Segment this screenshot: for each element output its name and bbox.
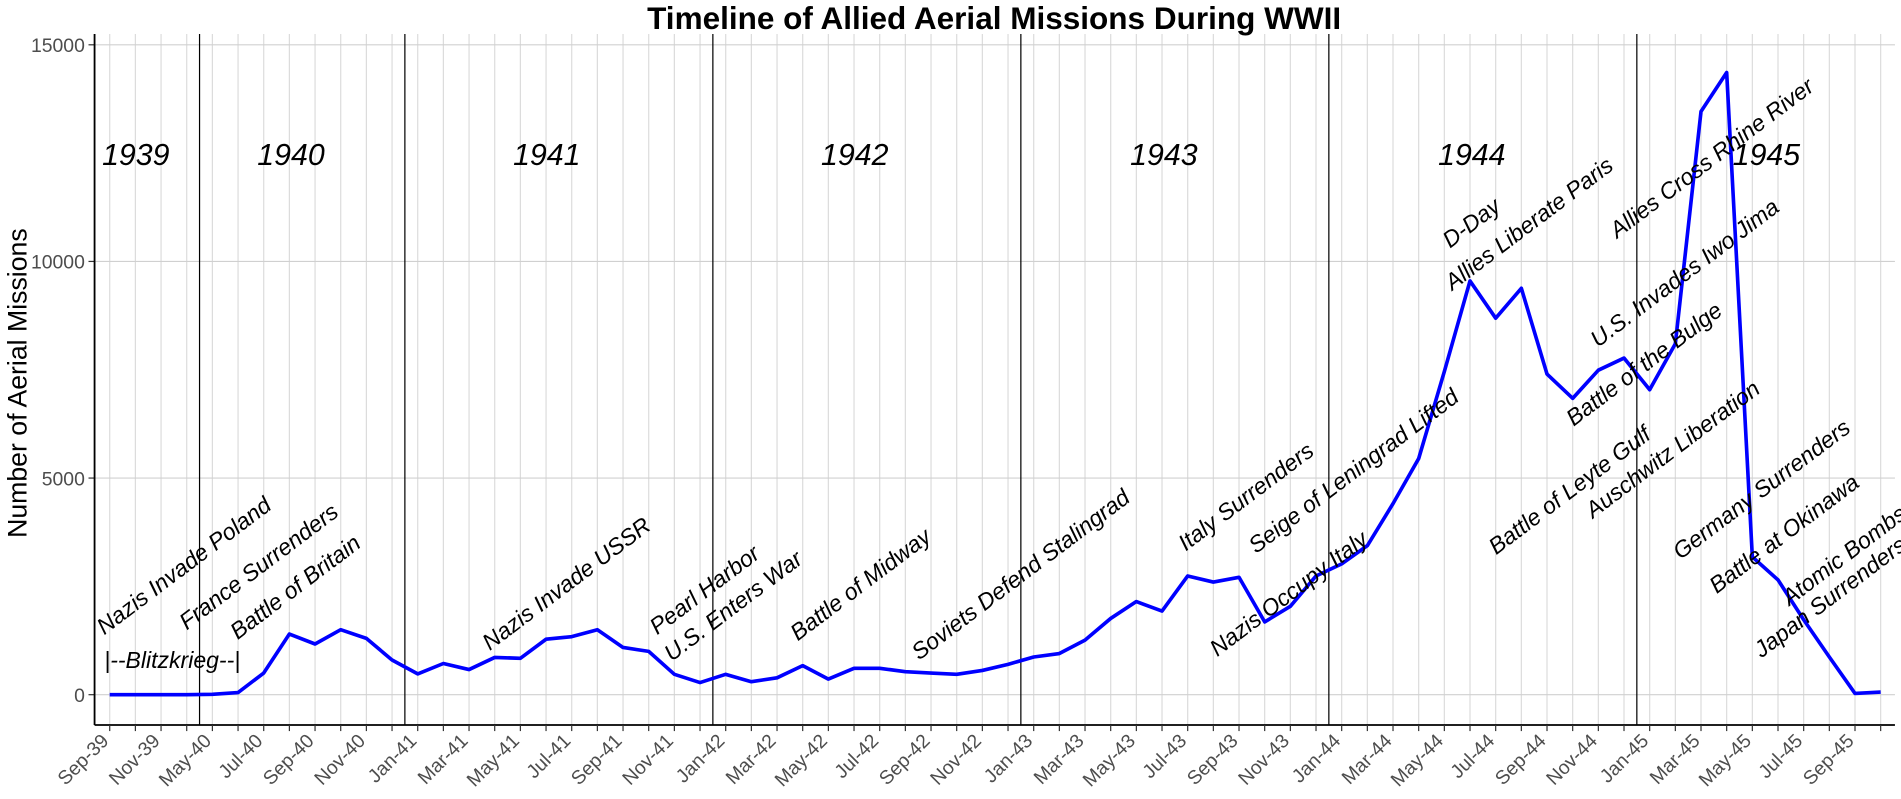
x-tick-label: Sep-45 — [1799, 730, 1859, 790]
x-tick-label: Sep-43 — [1183, 730, 1243, 790]
year-label: 1939 — [102, 139, 170, 172]
period-label: |--Blitzkrieg--| — [104, 647, 240, 673]
x-tick-label: May-40 — [155, 730, 216, 791]
x-tick-label: Mar-45 — [1646, 730, 1705, 789]
x-tick-label: Nov-39 — [105, 730, 165, 790]
x-tick-label: Nov-40 — [310, 730, 370, 790]
y-tick-label: 0 — [74, 685, 85, 707]
x-tick-label: May-44 — [1387, 730, 1448, 791]
x-tick-label: Jan-41 — [364, 730, 421, 787]
year-label: 1945 — [1733, 139, 1801, 172]
year-label: 1942 — [821, 139, 889, 172]
y-axis-label: Number of Aerial Missions — [3, 228, 33, 538]
x-tick-label: Jan-42 — [672, 730, 729, 787]
event-annotation: Battle of Midway — [785, 522, 937, 645]
year-label: 1943 — [1130, 139, 1198, 172]
data-line — [109, 70, 1881, 697]
y-tick-label: 15000 — [31, 35, 85, 57]
year-label: 1940 — [257, 139, 325, 172]
y-tick-label: 10000 — [31, 252, 85, 274]
x-tick-label: Sep-44 — [1491, 730, 1551, 790]
x-tick-label: Nov-44 — [1542, 730, 1602, 790]
x-tick-label: Mar-42 — [722, 730, 781, 789]
x-tick-label: May-45 — [1695, 730, 1756, 791]
x-tick-label: Mar-44 — [1338, 730, 1397, 789]
year-label: 1941 — [513, 139, 580, 172]
event-annotation: Nazis Occupy Italy — [1205, 525, 1374, 661]
x-tick-label: Sep-41 — [567, 730, 627, 790]
x-tick-label: Sep-42 — [875, 730, 935, 790]
x-tick-label: Nov-41 — [618, 730, 678, 790]
x-tick-label: May-43 — [1079, 730, 1140, 791]
x-tick-label: May-42 — [771, 730, 832, 791]
x-tick-label: May-41 — [463, 730, 524, 791]
y-tick-label: 5000 — [42, 468, 85, 490]
x-tick-label: Jan-44 — [1288, 730, 1346, 788]
event-annotation: Nazis Invade USSR — [477, 512, 655, 655]
x-tick-label: Mar-43 — [1030, 730, 1089, 789]
x-tick-label: Sep-40 — [259, 730, 319, 790]
x-tick-label: Sep-39 — [54, 730, 114, 790]
x-tick-label: Nov-42 — [926, 730, 986, 790]
x-tick-label: Jan-43 — [980, 730, 1037, 787]
chart-title: Timeline of Allied Aerial Missions Durin… — [647, 0, 1341, 36]
x-tick-label: Jan-45 — [1596, 730, 1653, 787]
year-label: 1944 — [1438, 139, 1505, 172]
x-tick-label: Mar-41 — [414, 730, 473, 789]
x-tick-label: Nov-43 — [1234, 730, 1294, 790]
